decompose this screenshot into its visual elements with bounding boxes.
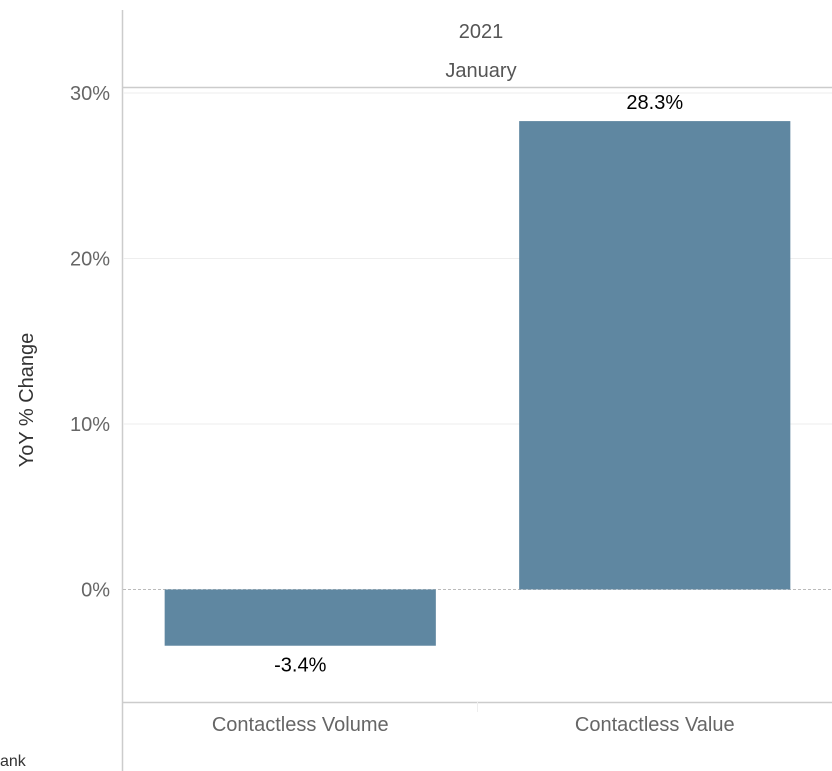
header-year: 2021	[459, 21, 504, 43]
data-label: 28.3%	[626, 92, 683, 114]
y-tick-label: 10%	[70, 414, 110, 436]
y-axis-ticks: 0% 10% 20% 30%	[70, 83, 110, 601]
x-axis-ticks: Contactless Volume Contactless Value	[212, 702, 735, 736]
header-month: January	[445, 60, 516, 82]
x-tick-label: Contactless Value	[575, 714, 735, 736]
data-label: -3.4%	[274, 655, 326, 677]
y-tick-label: 0%	[81, 579, 110, 601]
footer-text-fragment: ank	[0, 753, 27, 770]
bars	[164, 121, 791, 646]
x-tick-label: Contactless Volume	[212, 714, 389, 736]
y-axis-title: YoY % Change	[16, 333, 38, 468]
y-tick-label: 30%	[70, 83, 110, 105]
bar	[519, 121, 791, 590]
bar	[164, 589, 436, 646]
y-tick-label: 20%	[70, 248, 110, 270]
data-labels: -3.4% 28.3%	[274, 92, 683, 677]
